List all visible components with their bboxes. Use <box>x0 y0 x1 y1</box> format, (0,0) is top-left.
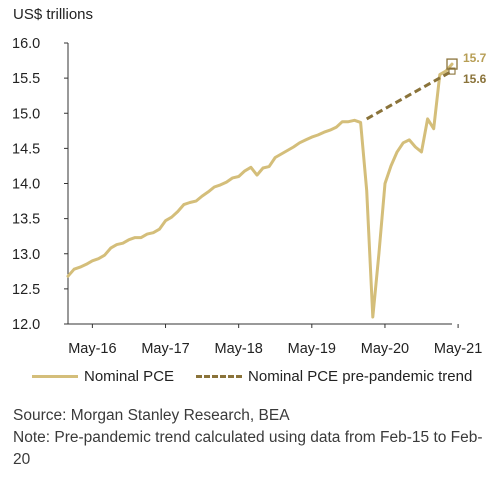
x-tick-label: May-20 <box>361 341 409 357</box>
series-pre-pandemic-trend-line <box>365 69 453 121</box>
x-tick-label: May-19 <box>288 341 336 357</box>
legend-swatch-pre-pandemic-trend <box>196 374 243 378</box>
y-axis-label: US$ trillions <box>13 6 94 23</box>
y-tick-label: 15.5 <box>12 71 40 87</box>
series-nominal-pce-line <box>66 62 454 319</box>
annotation-label: 15.7 <box>463 51 487 65</box>
endpoint-marker-trend <box>448 67 456 75</box>
footnotes: Source: Morgan Stanley Research, BEA Not… <box>13 405 491 471</box>
y-tick-label: 14.5 <box>12 141 40 157</box>
legend-swatch-nominal-pce <box>32 374 78 378</box>
legend: Nominal PCE Nominal PCE pre-pandemic tre… <box>32 366 472 386</box>
y-tick-label: 15.0 <box>12 106 40 122</box>
y-tick-label: 14.0 <box>12 177 40 193</box>
source-note: Source: Morgan Stanley Research, BEA <box>13 407 290 424</box>
y-tick-label: 12.5 <box>12 282 40 298</box>
pce-line-chart: 12.0 12.5 13.0 13.5 14.0 14.5 15.0 15.5 16.0 May-… <box>12 36 487 357</box>
y-tick-label: 12.0 <box>12 317 40 333</box>
y-tick-label: 13.5 <box>12 212 40 228</box>
x-tick-label: May-18 <box>214 341 262 357</box>
legend-label-nominal-pce: Nominal PCE <box>84 367 175 385</box>
x-tick-label: May-16 <box>68 341 116 357</box>
methodology-note: Note: Pre-pandemic trend calculated usin… <box>13 429 483 468</box>
legend-label-pre-pandemic-trend: Nominal PCE pre-pandemic trend <box>248 367 473 385</box>
endpoint-marker-pce <box>446 58 458 70</box>
x-tick-label: May-21 <box>434 341 482 357</box>
y-tick-label: 16.0 <box>12 36 40 52</box>
annotation-label: 15.6 <box>463 72 487 86</box>
x-tick-label: May-17 <box>141 341 189 357</box>
y-tick-label: 13.0 <box>12 247 40 263</box>
